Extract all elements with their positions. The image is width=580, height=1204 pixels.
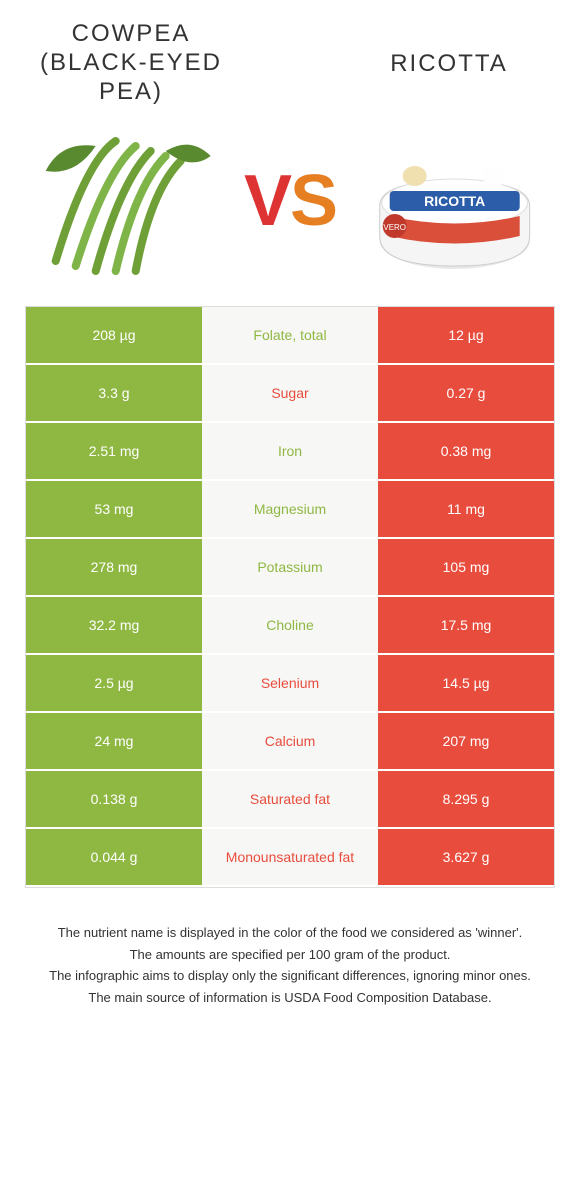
footer-line: The amounts are specified per 100 gram o… (35, 945, 545, 965)
nutrient-label: Selenium (202, 655, 378, 713)
nutrient-label: Iron (202, 423, 378, 481)
nutrient-left-value: 278 mg (26, 539, 202, 597)
nutrient-right-value: 11 mg (378, 481, 554, 539)
nutrient-left-value: 53 mg (26, 481, 202, 539)
footer-line: The nutrient name is displayed in the co… (35, 923, 545, 943)
ricotta-image: RICOTTA VERO (354, 121, 555, 281)
nutrient-right-value: 12 µg (378, 307, 554, 365)
nutrient-label: Sugar (202, 365, 378, 423)
nutrient-row: 2.51 mgIron0.38 mg (26, 423, 554, 481)
nutrient-label: Choline (202, 597, 378, 655)
nutrient-left-value: 0.138 g (26, 771, 202, 829)
food-left-title: Cowpea (Black-eyed pea) (25, 20, 237, 106)
nutrient-right-value: 0.38 mg (378, 423, 554, 481)
nutrient-table: 208 µgFolate, total12 µg3.3 gSugar0.27 g… (25, 306, 555, 888)
nutrient-row: 278 mgPotassium105 mg (26, 539, 554, 597)
nutrient-row: 53 mgMagnesium11 mg (26, 481, 554, 539)
vs-s-letter: S (290, 161, 336, 241)
vs-label: VS (244, 165, 336, 237)
nutrient-left-value: 2.5 µg (26, 655, 202, 713)
nutrient-label: Folate, total (202, 307, 378, 365)
nutrient-label: Monounsaturated fat (202, 829, 378, 887)
images-row: VS RICOTTA VERO (25, 116, 555, 286)
header: Cowpea (Black-eyed pea) Ricotta (25, 20, 555, 106)
nutrient-label: Saturated fat (202, 771, 378, 829)
footer-line: The main source of information is USDA F… (35, 988, 545, 1008)
nutrient-row: 3.3 gSugar0.27 g (26, 365, 554, 423)
nutrient-right-value: 0.27 g (378, 365, 554, 423)
svg-text:RICOTTA: RICOTTA (424, 193, 485, 209)
nutrient-right-value: 8.295 g (378, 771, 554, 829)
nutrient-label: Magnesium (202, 481, 378, 539)
nutrient-right-value: 17.5 mg (378, 597, 554, 655)
nutrient-left-value: 32.2 mg (26, 597, 202, 655)
svg-text:VERO: VERO (383, 223, 406, 232)
nutrient-left-value: 0.044 g (26, 829, 202, 887)
nutrient-row: 208 µgFolate, total12 µg (26, 307, 554, 365)
nutrient-row: 32.2 mgCholine17.5 mg (26, 597, 554, 655)
cowpea-image (25, 121, 226, 281)
nutrient-row: 0.138 gSaturated fat8.295 g (26, 771, 554, 829)
nutrient-row: 2.5 µgSelenium14.5 µg (26, 655, 554, 713)
nutrient-left-value: 24 mg (26, 713, 202, 771)
nutrient-left-value: 208 µg (26, 307, 202, 365)
nutrient-left-value: 3.3 g (26, 365, 202, 423)
nutrient-right-value: 105 mg (378, 539, 554, 597)
nutrient-right-value: 14.5 µg (378, 655, 554, 713)
food-right-title: Ricotta (343, 20, 555, 79)
nutrient-label: Calcium (202, 713, 378, 771)
nutrient-row: 24 mgCalcium207 mg (26, 713, 554, 771)
nutrient-right-value: 207 mg (378, 713, 554, 771)
nutrient-left-value: 2.51 mg (26, 423, 202, 481)
nutrient-row: 0.044 gMonounsaturated fat3.627 g (26, 829, 554, 887)
nutrient-right-value: 3.627 g (378, 829, 554, 887)
vs-v-letter: V (244, 161, 290, 241)
nutrient-label: Potassium (202, 539, 378, 597)
footer-line: The infographic aims to display only the… (35, 966, 545, 986)
footer-notes: The nutrient name is displayed in the co… (25, 923, 555, 1007)
